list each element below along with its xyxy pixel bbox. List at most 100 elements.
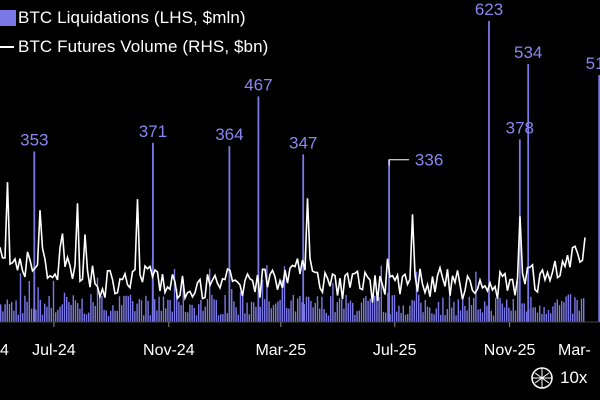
liquidation-bar [336,302,338,322]
liquidation-bar [301,302,303,322]
liquidation-bar [266,265,268,322]
liquidation-bar [323,309,325,322]
liquidation-bar [30,308,33,322]
liquidation-bar [572,313,574,322]
liquidation-peak-bar [228,146,231,322]
liquidation-bar [173,269,176,322]
liquidation-bar [290,300,292,322]
liquidation-bar [74,300,77,322]
liquidation-bar [534,307,536,322]
liquidation-bar [525,311,528,322]
liquidation-bar [420,302,422,322]
liquidation-bar [347,303,349,322]
liquidation-bar [422,312,424,322]
liquidation-bar [35,309,37,322]
brand-name: 10x [560,368,588,387]
liquidation-bar [424,300,426,322]
liquidation-bar [178,301,180,322]
liquidation-bar [19,273,22,322]
liquidation-peak-bar [388,159,390,322]
liquidation-bar [250,301,253,322]
liquidation-bar [215,300,217,322]
x-tick-label: Nov-25 [483,342,536,359]
liquidation-bar [380,265,382,322]
liquidation-bar [457,299,459,322]
liquidation-bar [198,304,200,322]
liquidation-bar [189,304,191,322]
liquidation-bar [149,315,151,322]
liquidation-bar [354,315,356,322]
liquidation-bar [490,310,492,322]
liquidation-bar [2,311,4,322]
liquidation-bar [6,299,8,322]
liquidation-bar [72,295,74,322]
liquidation-peak-bar [152,142,154,322]
liquidation-bar [110,310,112,322]
liquidation-bar [70,304,72,322]
liquidation-bar [369,298,371,322]
liquidation-bar [220,314,222,322]
liquidation-bar [382,311,385,322]
liquidation-bar [162,296,165,322]
liquidation-bar [486,305,488,322]
liquidation-bar [171,311,173,322]
liquidation-bar [506,299,508,322]
x-tick-label: Jul-25 [372,342,417,359]
liquidation-bar [477,309,479,322]
liquidation-bar [391,295,393,322]
liquidation-bar [136,303,138,322]
liquidation-bar [81,298,83,322]
liquidation-bar [132,301,134,322]
liquidation-bar [41,314,44,322]
liquidation-bar [431,313,433,322]
liquidation-bar [499,298,501,322]
liquidation-bar [349,300,352,322]
liquidation-bar [389,314,391,322]
liquidation-bar [503,307,506,322]
liquidation-bar [0,304,2,322]
liquidation-bar [400,312,402,322]
liquidation-bar [121,305,123,322]
liquidation-bar [191,304,193,322]
x-tick-label: Mar- [558,342,591,359]
liquidation-bar [426,306,429,322]
x-tick-label: Nov-24 [143,342,195,359]
liquidation-bar [200,300,202,322]
liquidation-bar [404,314,407,322]
liquidation-bar [512,299,514,322]
liquidation-bar [352,302,354,322]
legend-item-volume: BTC Futures Volume (RHS, $bn) [0,37,268,57]
liquidation-bar [48,296,50,322]
liquidation-bar [253,302,255,322]
liquidation-bar [281,279,283,322]
liquidation-data-label: 467 [244,75,272,94]
liquidation-bar [167,299,169,322]
liquidation-bar [308,296,310,322]
liquidation-bar [583,298,585,322]
liquidation-bar [182,279,184,322]
liquidation-bar [94,305,96,322]
liquidation-bar [103,309,105,322]
liquidation-data-label: 364 [215,125,243,144]
legend-item-liquidations: BTC Liquidations (LHS, $mln) [0,8,246,28]
liquidation-bar [112,305,114,322]
liquidation-bar [46,306,48,322]
liquidation-bar [24,295,26,322]
liquidation-bar [552,306,554,322]
liquidation-bar [356,311,358,322]
liquidation-bar [387,292,389,322]
liquidation-bar [127,296,129,322]
liquidation-bar [358,310,360,322]
liquidation-bar [440,314,442,322]
liquidation-bar [8,304,11,322]
liquidation-bar [248,314,250,322]
liquidation-bar [332,283,334,322]
liquidation-data-label: 534 [514,43,542,62]
liquidation-bar [13,310,15,322]
liquidation-bar [580,298,583,322]
liquidation-bar [530,296,532,322]
liquidation-bar [523,303,525,322]
liquidation-bar [473,298,475,322]
liquidation-bar [57,309,59,322]
liquidation-bar [374,295,376,322]
